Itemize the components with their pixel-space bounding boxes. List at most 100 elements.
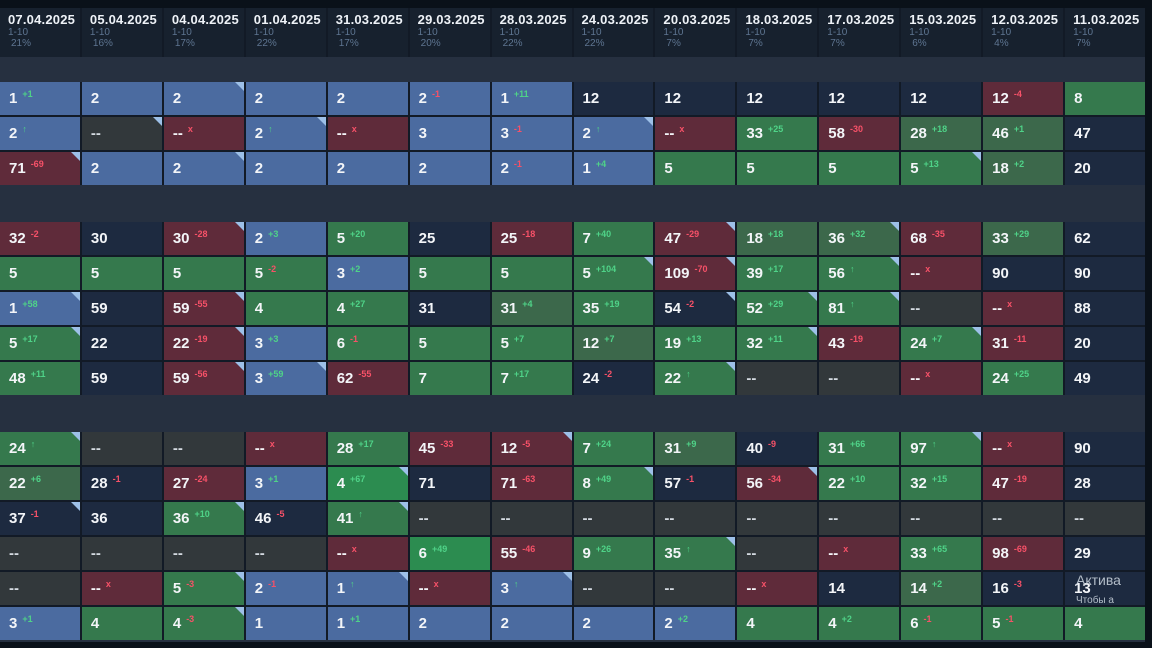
position-cell[interactable]: -- x <box>983 292 1064 325</box>
date-column-header[interactable]: 11.03.2025 1-10 7% <box>1065 8 1145 57</box>
position-cell[interactable]: 35 ↑ <box>655 537 736 570</box>
date-column-header[interactable]: 07.04.2025 1-10 21% <box>0 8 80 57</box>
position-cell[interactable]: 88 <box>1065 292 1145 325</box>
position-cell[interactable]: 4 <box>1065 607 1145 640</box>
position-cell[interactable]: 90 <box>1065 257 1145 290</box>
position-cell[interactable]: 2 ↑ <box>573 117 654 150</box>
position-cell[interactable]: -- <box>737 537 818 570</box>
position-cell[interactable]: 6 -1 <box>327 327 408 360</box>
position-cell[interactable]: 4 <box>81 607 162 640</box>
position-cell[interactable]: 3 +2 <box>327 257 408 290</box>
position-cell[interactable]: 29 <box>1065 537 1145 570</box>
position-cell[interactable]: -- x <box>901 362 982 395</box>
position-cell[interactable]: 27 -24 <box>163 467 244 500</box>
position-cell[interactable]: 30 <box>81 222 162 255</box>
position-cell[interactable]: 4 +67 <box>327 467 408 500</box>
position-cell[interactable]: -- x <box>409 572 490 605</box>
position-cell[interactable]: 33 +29 <box>983 222 1064 255</box>
position-cell[interactable]: -- <box>0 572 80 605</box>
position-cell[interactable]: 2 <box>163 152 244 185</box>
position-cell[interactable]: -- <box>901 292 982 325</box>
position-cell[interactable]: 46 -5 <box>245 502 326 535</box>
position-cell[interactable]: 39 +17 <box>737 257 818 290</box>
position-cell[interactable]: -- x <box>163 117 244 150</box>
position-cell[interactable]: -- <box>409 502 490 535</box>
position-cell[interactable]: 8 +49 <box>573 467 654 500</box>
position-cell[interactable]: 7 +40 <box>573 222 654 255</box>
position-cell[interactable]: 20 <box>1065 327 1145 360</box>
position-cell[interactable]: -- <box>983 502 1064 535</box>
position-cell[interactable]: 5 <box>163 257 244 290</box>
position-cell[interactable]: 18 +2 <box>983 152 1064 185</box>
position-cell[interactable]: 5 <box>409 327 490 360</box>
position-cell[interactable]: 54 -2 <box>655 292 736 325</box>
position-cell[interactable]: 47 -19 <box>983 467 1064 500</box>
position-cell[interactable]: 18 +18 <box>737 222 818 255</box>
position-cell[interactable]: 28 +17 <box>327 432 408 465</box>
position-cell[interactable]: 5 <box>0 257 80 290</box>
position-cell[interactable]: 57 -1 <box>655 467 736 500</box>
position-cell[interactable]: 1 <box>245 607 326 640</box>
position-cell[interactable]: -- <box>81 432 162 465</box>
position-cell[interactable]: 8 <box>1065 82 1145 115</box>
position-cell[interactable]: 2 ↑ <box>0 117 80 150</box>
position-cell[interactable]: -- x <box>81 572 162 605</box>
position-cell[interactable]: -- <box>819 362 900 395</box>
position-cell[interactable]: 25 -18 <box>491 222 572 255</box>
position-cell[interactable]: 12 +7 <box>573 327 654 360</box>
position-cell[interactable]: -- <box>655 502 736 535</box>
position-cell[interactable]: 2 ↑ <box>245 117 326 150</box>
position-cell[interactable]: 5 <box>819 152 900 185</box>
position-cell[interactable]: 5 +20 <box>327 222 408 255</box>
position-cell[interactable]: 62 <box>1065 222 1145 255</box>
position-cell[interactable]: 2 <box>163 82 244 115</box>
position-cell[interactable]: 28 <box>1065 467 1145 500</box>
position-cell[interactable]: 97 ↑ <box>901 432 982 465</box>
position-cell[interactable]: -- <box>573 572 654 605</box>
position-cell[interactable]: -- x <box>245 432 326 465</box>
position-cell[interactable]: -- <box>81 537 162 570</box>
position-cell[interactable]: 3 <box>409 117 490 150</box>
position-cell[interactable]: 24 ↑ <box>0 432 80 465</box>
position-cell[interactable]: 46 +1 <box>983 117 1064 150</box>
position-cell[interactable]: 98 -69 <box>983 537 1064 570</box>
position-cell[interactable]: 5 <box>655 152 736 185</box>
position-cell[interactable]: 32 +15 <box>901 467 982 500</box>
position-cell[interactable]: -- x <box>819 537 900 570</box>
position-cell[interactable]: 28 -1 <box>81 467 162 500</box>
date-column-header[interactable]: 01.04.2025 1-10 22% <box>245 8 326 57</box>
position-cell[interactable]: -- x <box>737 572 818 605</box>
date-column-header[interactable]: 15.03.2025 1-10 6% <box>901 8 982 57</box>
position-cell[interactable]: 2 +3 <box>245 222 326 255</box>
position-cell[interactable]: 5 -2 <box>245 257 326 290</box>
position-cell[interactable]: 59 <box>81 362 162 395</box>
position-cell[interactable]: 90 <box>983 257 1064 290</box>
position-cell[interactable]: 30 -28 <box>163 222 244 255</box>
position-cell[interactable]: 2 <box>409 152 490 185</box>
position-cell[interactable]: -- x <box>901 257 982 290</box>
position-cell[interactable]: 71 -63 <box>491 467 572 500</box>
position-cell[interactable]: 3 +59 <box>245 362 326 395</box>
position-cell[interactable]: 3 +1 <box>0 607 80 640</box>
position-cell[interactable]: 5 <box>409 257 490 290</box>
date-column-header[interactable]: 12.03.2025 1-10 4% <box>983 8 1064 57</box>
position-cell[interactable]: 5 +17 <box>0 327 80 360</box>
position-cell[interactable]: 36 +10 <box>163 502 244 535</box>
position-cell[interactable]: 31 -11 <box>983 327 1064 360</box>
position-cell[interactable]: 22 -19 <box>163 327 244 360</box>
position-cell[interactable]: 12 <box>737 82 818 115</box>
position-cell[interactable]: 4 +2 <box>819 607 900 640</box>
position-cell[interactable]: -- <box>901 502 982 535</box>
position-cell[interactable]: 55 -46 <box>491 537 572 570</box>
position-cell[interactable]: 22 <box>81 327 162 360</box>
position-cell[interactable]: 5 <box>737 152 818 185</box>
date-column-header[interactable]: 28.03.2025 1-10 22% <box>491 8 572 57</box>
position-cell[interactable]: 2 -1 <box>409 82 490 115</box>
position-cell[interactable]: 2 <box>327 152 408 185</box>
date-column-header[interactable]: 04.04.2025 1-10 17% <box>163 8 244 57</box>
position-cell[interactable]: -- <box>573 502 654 535</box>
position-cell[interactable]: 22 +6 <box>0 467 80 500</box>
position-cell[interactable]: 1 +1 <box>327 607 408 640</box>
position-cell[interactable]: 1 +4 <box>573 152 654 185</box>
position-cell[interactable]: 24 +7 <box>901 327 982 360</box>
